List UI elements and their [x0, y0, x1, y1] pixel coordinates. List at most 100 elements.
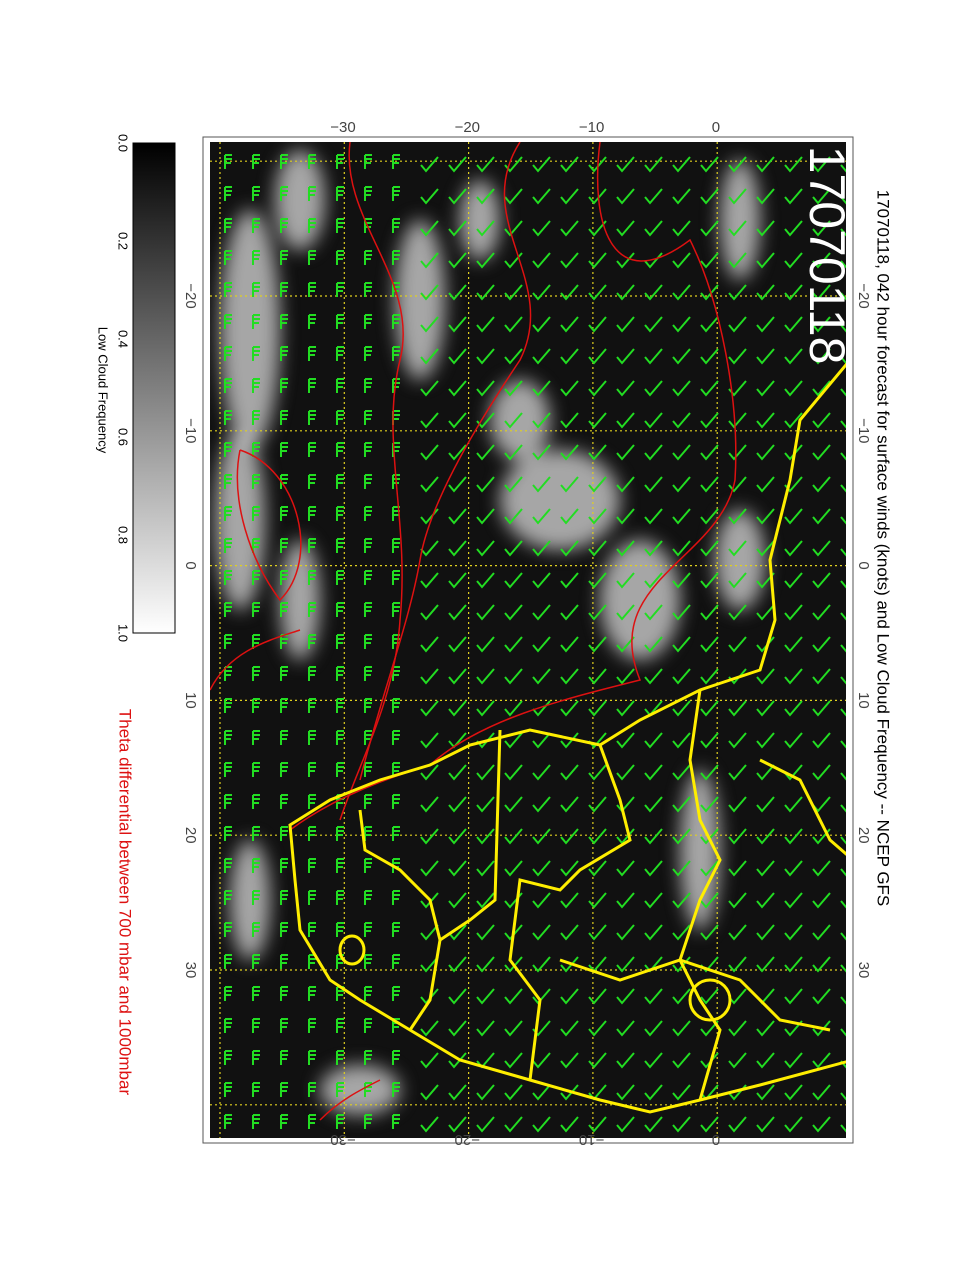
colorbar-tick-label: 0.2	[116, 232, 131, 250]
wind-barb	[616, 316, 635, 333]
wind-barb	[448, 572, 467, 589]
wind-barb	[616, 1116, 635, 1133]
wind-barb	[644, 924, 663, 941]
wind-barb	[392, 1018, 400, 1033]
axis-label: 0	[712, 1131, 720, 1148]
wind-barb	[784, 860, 803, 877]
wind-barb	[588, 892, 607, 909]
wind-barb	[336, 666, 344, 681]
wind-barb	[700, 412, 719, 429]
wind-barb	[476, 956, 495, 973]
wind-barb	[840, 964, 846, 973]
wind-barb	[812, 508, 831, 525]
wind-barb	[504, 796, 523, 813]
wind-barb	[448, 1116, 467, 1133]
wind-barb	[364, 378, 372, 393]
wind-barb	[532, 1116, 551, 1133]
wind-barb	[588, 572, 607, 589]
wind-barb	[644, 1020, 663, 1037]
wind-barb	[588, 220, 607, 237]
wind-barb	[728, 860, 747, 877]
wind-barb	[840, 228, 846, 237]
wind-barb	[280, 762, 288, 777]
wind-barb	[308, 346, 316, 361]
wind-barb	[532, 732, 551, 749]
wind-barb	[840, 484, 846, 493]
wind-barb	[280, 890, 288, 905]
wind-barb	[336, 250, 344, 265]
wind-barb	[252, 986, 260, 1001]
axis-label: −20	[455, 119, 480, 136]
wind-barb	[504, 988, 523, 1005]
wind-barb	[364, 154, 372, 169]
wind-barb	[672, 508, 691, 525]
wind-barb	[812, 476, 831, 493]
wind-barb	[728, 508, 747, 525]
wind-barb	[616, 188, 635, 205]
wind-barb	[672, 988, 691, 1005]
wind-barb	[532, 988, 551, 1005]
wind-barb	[252, 186, 260, 201]
wind-barb	[728, 892, 747, 909]
wind-barb	[364, 570, 372, 585]
wind-barb	[728, 572, 747, 589]
wind-barb	[336, 634, 344, 649]
axis-label: −20	[182, 283, 199, 308]
wind-barb	[616, 412, 635, 429]
wind-barb	[392, 730, 400, 745]
wind-barb	[728, 764, 747, 781]
wind-barb	[448, 892, 467, 909]
wind-barb	[812, 220, 831, 237]
wind-barb	[588, 796, 607, 813]
wind-barb	[588, 540, 607, 557]
wind-barb	[280, 378, 288, 393]
wind-barb	[672, 220, 691, 237]
wind-barb	[476, 252, 495, 269]
coastlines	[288, 362, 846, 1114]
wind-barb	[252, 154, 260, 169]
wind-barb	[756, 1020, 775, 1037]
wind-barb	[448, 1020, 467, 1037]
wind-barb	[840, 996, 846, 1005]
wind-barb	[224, 698, 232, 713]
wind-barb	[812, 668, 831, 685]
wind-barb	[364, 1018, 372, 1033]
wind-barb	[308, 602, 316, 617]
colorbar	[132, 142, 176, 634]
wind-barb	[392, 762, 400, 777]
wind-barb	[420, 540, 439, 557]
wind-barb	[504, 508, 523, 525]
wind-barb	[336, 346, 344, 361]
wind-barb	[784, 508, 803, 525]
wind-barb	[448, 188, 467, 205]
wind-barb	[504, 220, 523, 237]
wind-barb	[756, 220, 775, 237]
wind-barb	[476, 892, 495, 909]
wind-barb	[756, 1116, 775, 1133]
wind-barb	[280, 954, 288, 969]
wind-barb	[700, 540, 719, 557]
wind-barb	[560, 1084, 579, 1101]
wind-barb	[476, 508, 495, 525]
wind-barb	[616, 732, 635, 749]
wind-barb	[336, 410, 344, 425]
wind-barb	[784, 892, 803, 909]
wind-barb	[308, 762, 316, 777]
wind-barb	[392, 154, 400, 169]
wind-barb	[700, 636, 719, 653]
wind-barb	[728, 316, 747, 333]
wind-barb	[224, 378, 232, 393]
wind-barb	[224, 794, 232, 809]
wind-barb	[336, 826, 344, 841]
wind-barb	[252, 698, 260, 713]
wind-barb	[700, 380, 719, 397]
wind-barb	[224, 186, 232, 201]
wind-barb	[392, 922, 400, 937]
border	[408, 729, 502, 1031]
wind-barb	[448, 924, 467, 941]
wind-barb	[840, 548, 846, 557]
wind-barb	[728, 1116, 747, 1133]
colorbar-label: Low Cloud Frequency	[96, 327, 111, 454]
wind-barb	[308, 378, 316, 393]
map	[210, 142, 846, 1138]
